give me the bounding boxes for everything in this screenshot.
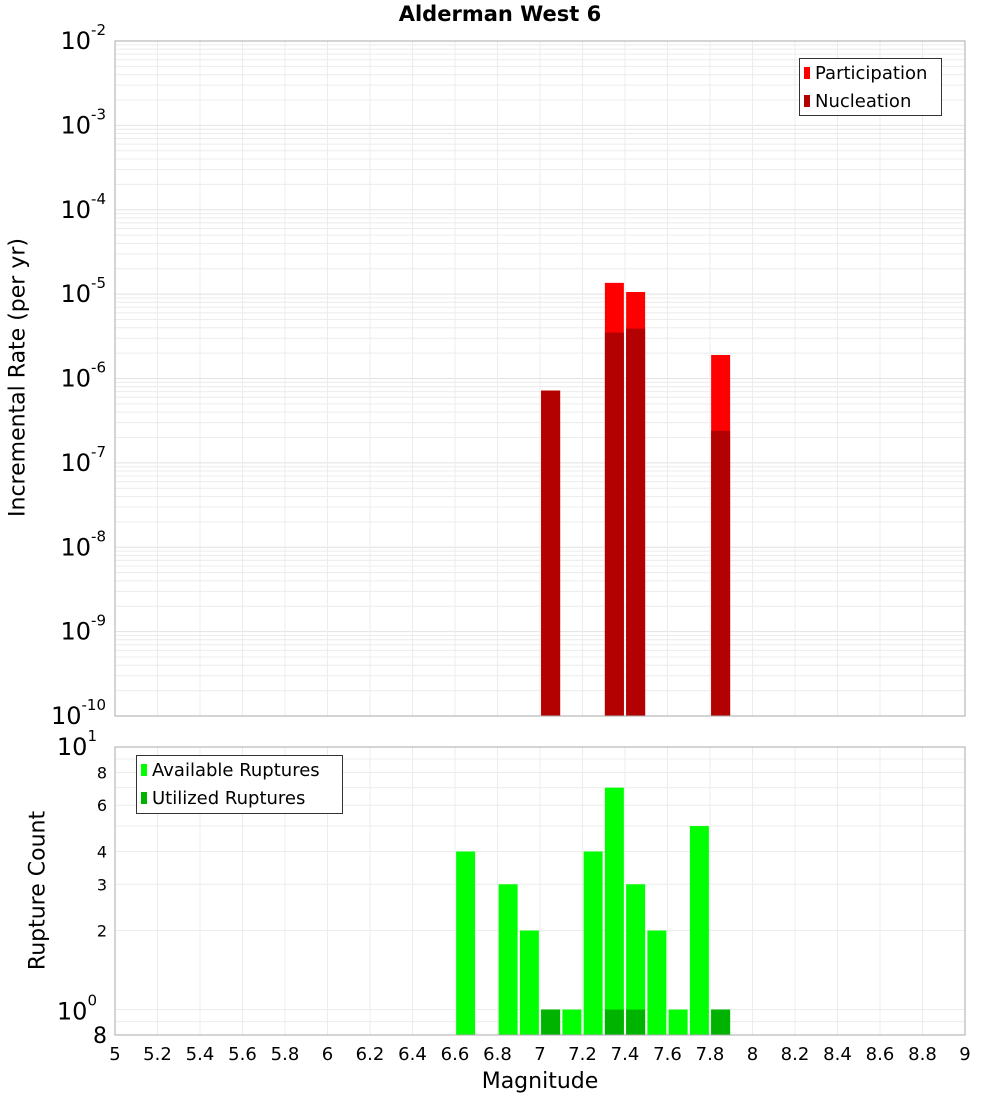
- y-tick-label: 10-3: [60, 105, 106, 139]
- utilized-swatch-icon: [141, 792, 147, 804]
- x-tick-label: 7.8: [696, 1044, 725, 1065]
- available-bar: [562, 1009, 582, 1035]
- y-tick-label: 10-6: [60, 359, 106, 393]
- top-plot-area: 10-2 10-3 10-4 10-5 10-6 10-7 10-8 10-9 10-10: [51, 21, 966, 730]
- y-tick-label: 10-9: [60, 612, 106, 646]
- x-axis-title: Magnitude: [481, 1069, 599, 1094]
- available-bar: [519, 930, 539, 1035]
- x-tick-label: 8.8: [908, 1044, 937, 1065]
- y-tick-label: 6: [97, 796, 107, 815]
- x-tick-label: 8.2: [781, 1044, 810, 1065]
- y-tick-label: 10-7: [60, 443, 106, 477]
- y-tick-label: 10-10: [51, 696, 106, 730]
- available-bar: [604, 787, 624, 1035]
- x-tick-label: 5.2: [143, 1044, 172, 1065]
- nucleation-swatch-icon: [804, 95, 810, 107]
- nucleation-bar: [541, 390, 561, 716]
- top-legend: Participation Nucleation: [799, 58, 942, 116]
- x-tick-label: 9: [959, 1044, 970, 1065]
- x-tick-label: 5: [109, 1044, 120, 1065]
- legend-item-nucleation: Nucleation: [804, 91, 911, 112]
- y-tick-label: 10-2: [60, 21, 106, 55]
- y-tick-label: 4: [97, 842, 107, 861]
- utilized-bar: [711, 1009, 731, 1035]
- x-tick-label: 5.8: [271, 1044, 300, 1065]
- y-major-tick-label: 101: [57, 727, 97, 761]
- x-tick-label: 5.6: [228, 1044, 257, 1065]
- y-tick-label: 2: [97, 922, 107, 941]
- legend-item-participation: Participation: [804, 63, 927, 84]
- y-tick-label: 10-8: [60, 527, 106, 561]
- x-tick-label: 6: [322, 1044, 333, 1065]
- available-bar: [689, 826, 709, 1035]
- x-tick-label: 5.4: [186, 1044, 215, 1065]
- bottom-legend: Available Ruptures Utilized Ruptures: [136, 755, 343, 814]
- nucleation-bar: [626, 328, 646, 716]
- available-bar: [647, 930, 667, 1035]
- available-bar: [498, 884, 518, 1035]
- legend-item-available: Available Ruptures: [141, 760, 320, 781]
- x-tick-label: 8: [747, 1044, 758, 1065]
- y-tick-label: 10-4: [60, 190, 106, 224]
- x-tick-label: 6.8: [483, 1044, 512, 1065]
- utilized-bar: [541, 1009, 561, 1035]
- available-swatch-icon: [141, 764, 147, 776]
- utilized-bar: [626, 1009, 646, 1035]
- utilized-bar: [604, 1009, 624, 1035]
- x-tick-label: 8.4: [823, 1044, 852, 1065]
- x-tick-label: 8.6: [866, 1044, 895, 1065]
- participation-swatch-icon: [804, 67, 810, 79]
- nucleation-bar: [604, 332, 624, 716]
- available-bar: [626, 884, 646, 1035]
- x-tick-label: 7.2: [568, 1044, 597, 1065]
- available-bar: [583, 851, 603, 1035]
- y-tick-label: 3: [97, 875, 107, 894]
- y-bottom-tick-label: 8: [93, 1024, 107, 1049]
- y-major-tick-label: 100: [57, 992, 97, 1026]
- x-tick-label: 7.4: [611, 1044, 640, 1065]
- available-bar: [456, 851, 476, 1035]
- x-tick-label: 6.2: [356, 1044, 385, 1065]
- y-tick-label: 10-5: [60, 274, 106, 308]
- x-tick-label: 6.4: [398, 1044, 427, 1065]
- y-tick-label: 8: [97, 763, 107, 782]
- chart-title: Alderman West 6: [398, 2, 602, 26]
- x-tick-label: 7: [534, 1044, 545, 1065]
- x-tick-label: 6.6: [441, 1044, 470, 1065]
- nucleation-bar: [711, 430, 731, 716]
- x-tick-label: 7.6: [653, 1044, 682, 1065]
- available-bar: [668, 1009, 688, 1035]
- legend-item-utilized: Utilized Ruptures: [141, 788, 305, 809]
